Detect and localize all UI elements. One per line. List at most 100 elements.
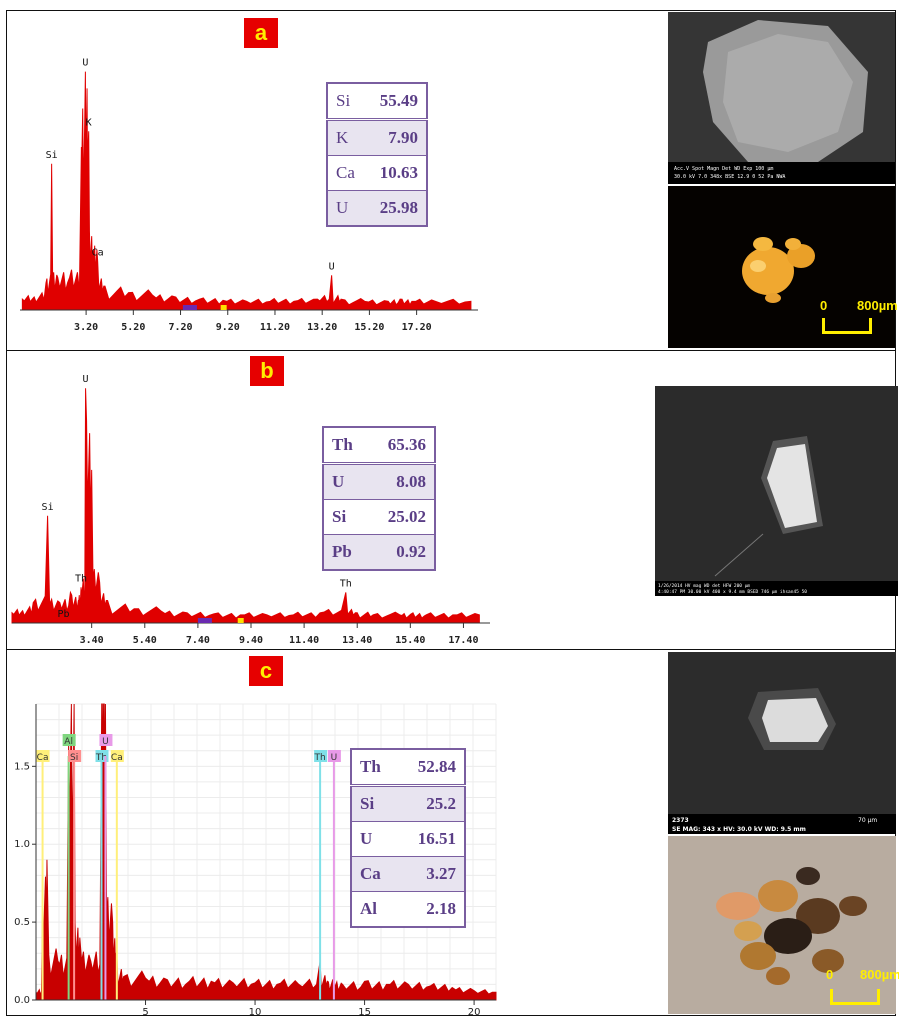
y-tick-label: 1.0	[14, 839, 30, 850]
composition-row: U 16.51	[351, 821, 465, 857]
composition-row: K 7.90	[327, 119, 427, 156]
element-tag-label: Ca	[37, 753, 49, 763]
element-symbol: Si	[327, 83, 367, 121]
scale-length-c: 800µm	[860, 967, 899, 982]
peak-label: Th	[340, 578, 352, 589]
element-tag-label: U	[102, 737, 109, 747]
spectrum-c: Ca Al Si Th U Ca Th U 5 10 15 20 0.0 0.5 1.0 1.5	[8, 700, 498, 1018]
peak-label: U	[329, 261, 335, 272]
scale-bar-a	[822, 318, 872, 334]
composition-row: Ca 10.63	[327, 155, 427, 191]
spectrum-b: Si Pb Th U Th 3.40 5.40 7.40 9.40 11.40 13.40 15.40…	[10, 370, 492, 645]
composition-row: U 8.08	[323, 463, 435, 500]
sem-image-c: 2373 SE MAG: 343 x HV: 30.0 kV WD: 9.5 m…	[668, 652, 896, 834]
x-tick-label: 9.40	[239, 635, 263, 645]
composition-row: Al 2.18	[351, 891, 465, 928]
x-tick-label: 11.20	[260, 322, 290, 330]
element-tag-label: U	[331, 753, 338, 763]
roi-marker	[220, 305, 227, 310]
element-symbol: Ca	[351, 856, 398, 892]
element-value: 2.18	[397, 891, 465, 928]
x-tick-label: 20	[468, 1007, 481, 1018]
element-value: 52.84	[397, 749, 465, 787]
composition-row: Pb 0.92	[323, 534, 435, 571]
composition-row: Si 25.02	[323, 499, 435, 535]
x-tick-label: 17.40	[448, 635, 478, 645]
panel-c-label: c	[249, 656, 283, 686]
element-symbol: K	[327, 119, 367, 156]
y-tick-label: 1.5	[14, 761, 30, 772]
peak-label: Si	[46, 150, 58, 161]
peak-label: Pb	[57, 609, 69, 620]
sem-footer2-a: 30.0 kV 7.0 348x BSE 12.9 0 52 Pa NWA	[674, 174, 785, 180]
element-value: 16.51	[397, 821, 465, 857]
element-value: 3.27	[397, 856, 465, 892]
peak-label: Ca	[92, 247, 104, 258]
sem-id-c: 2373	[672, 817, 689, 824]
composition-row: Ca 3.27	[351, 856, 465, 892]
element-tag-label: Th	[95, 753, 107, 763]
micrograph-c	[668, 836, 896, 1014]
spectrum-a: Si U K Ca U 3.20 5.20 7.20 9.20 11.20 13.20 15.20 17…	[18, 40, 480, 330]
element-tag	[68, 750, 82, 762]
element-tag	[99, 734, 113, 746]
x-tick-label: 11.40	[289, 635, 319, 645]
roi-marker	[197, 618, 212, 623]
composition-row: Si 55.49	[327, 83, 427, 121]
composition-table-c: Th 52.84 Si 25.2 U 16.51 Ca 3.27 Al 2.18	[350, 748, 466, 928]
element-value: 7.90	[366, 119, 427, 156]
x-tick-label: 7.20	[168, 322, 192, 330]
element-value: 10.63	[366, 155, 427, 191]
element-value: 25.02	[368, 499, 435, 535]
scale-zero-a: 0	[820, 298, 828, 313]
element-value: 8.08	[368, 463, 435, 500]
element-tag-label: Si	[70, 753, 78, 763]
peak-label: Si	[42, 502, 54, 513]
element-tag	[110, 750, 124, 762]
x-tick-label: 5.40	[133, 635, 157, 645]
panel-divider-ab	[6, 350, 896, 351]
composition-row: Si 25.2	[351, 785, 465, 822]
x-tick-label: 15.40	[395, 635, 425, 645]
sem-footer-a: Acc.V Spot Magn Det WD Exp 100 µm	[674, 166, 773, 172]
element-tag-label: Th	[314, 753, 326, 763]
element-symbol: U	[351, 821, 398, 857]
scale-length-a: 800µm	[857, 298, 898, 313]
element-value: 0.92	[368, 534, 435, 571]
peak-label: K	[86, 117, 92, 128]
x-tick-label: 3.40	[80, 635, 104, 645]
element-value: 25.98	[366, 190, 427, 227]
peak-label: Th	[75, 573, 87, 584]
composition-row: Th 52.84	[351, 749, 465, 787]
panel-b-label: b	[250, 356, 284, 386]
element-symbol: Si	[323, 499, 369, 535]
element-value: 55.49	[366, 83, 427, 121]
x-tick-label: 5.20	[121, 322, 145, 330]
element-tag-label: Ca	[111, 753, 123, 763]
roi-marker	[237, 618, 244, 623]
element-symbol: Al	[351, 891, 398, 928]
element-symbol: Si	[351, 785, 398, 822]
y-tick-label: 0.5	[14, 917, 30, 928]
x-tick-label: 15.20	[354, 322, 384, 330]
x-tick-label: 3.20	[74, 322, 98, 330]
spectrum-trace	[21, 71, 472, 311]
panel-a-label: a	[244, 18, 278, 48]
x-tick-label: 17.20	[402, 322, 432, 330]
sem-footer2-b: 4:40:47 PM 30.00 kV 400 x 9.4 mm BSED 74…	[658, 589, 807, 595]
sem-image-b: 1/26/2014 HV mag WD det HFW 200 µm 4:40:…	[655, 386, 898, 596]
element-value: 65.36	[368, 427, 435, 465]
x-tick-label: 13.40	[342, 635, 372, 645]
element-value: 25.2	[397, 785, 465, 822]
element-tag	[327, 750, 341, 762]
element-symbol: Pb	[323, 534, 369, 571]
element-symbol: Th	[323, 427, 369, 465]
sem-footer-b: 1/26/2014 HV mag WD det HFW 200 µm	[658, 583, 750, 589]
x-tick-label: 7.40	[186, 635, 210, 645]
micrograph-a	[668, 186, 895, 348]
x-tick-label: 13.20	[307, 322, 337, 330]
roi-marker	[182, 305, 197, 310]
x-tick-label: 5	[142, 1007, 148, 1018]
composition-row: U 25.98	[327, 190, 427, 227]
composition-table-a: Si 55.49 K 7.90 Ca 10.63 U 25.98	[326, 82, 428, 227]
